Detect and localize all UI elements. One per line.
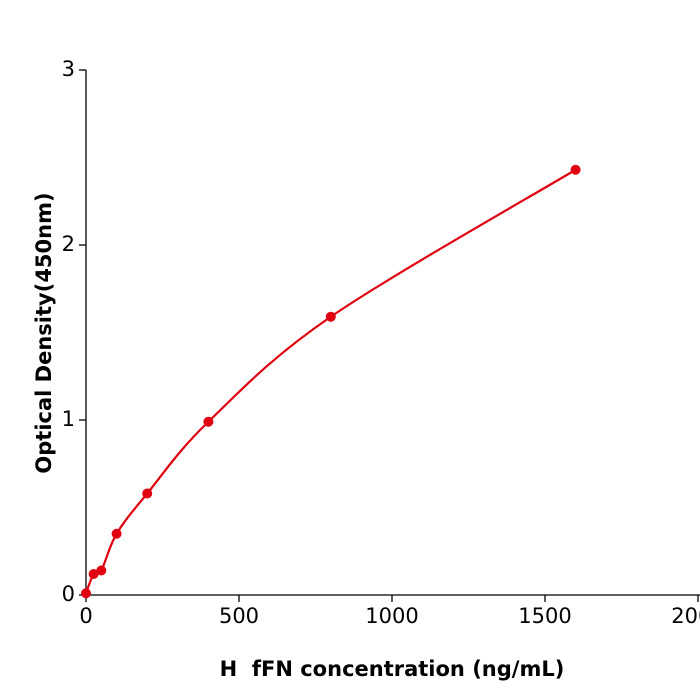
x-tick-label: 1000 [365, 604, 418, 628]
y-tick-label: 2 [62, 232, 75, 256]
data-point [81, 588, 91, 599]
data-point [88, 569, 99, 579]
x-tick-label: 2000 [671, 604, 700, 628]
x-tick-label: 500 [219, 604, 259, 628]
data-point [570, 164, 581, 175]
y-tick-label: 0 [62, 582, 75, 606]
data-point [203, 416, 214, 427]
data-point [142, 488, 153, 499]
data-point [325, 311, 336, 322]
data-point [111, 528, 122, 539]
y-axis-label: Optical Density(450nm) [32, 192, 56, 473]
y-tick-label: 3 [62, 57, 75, 81]
fit-curve [84, 168, 577, 594]
x-tick-label: 1500 [518, 604, 571, 628]
x-axis-label: H fFN concentration (ng/mL) [220, 657, 565, 681]
data-point [96, 565, 107, 576]
x-tick-label: 0 [79, 604, 92, 628]
y-tick-label: 1 [62, 407, 75, 431]
